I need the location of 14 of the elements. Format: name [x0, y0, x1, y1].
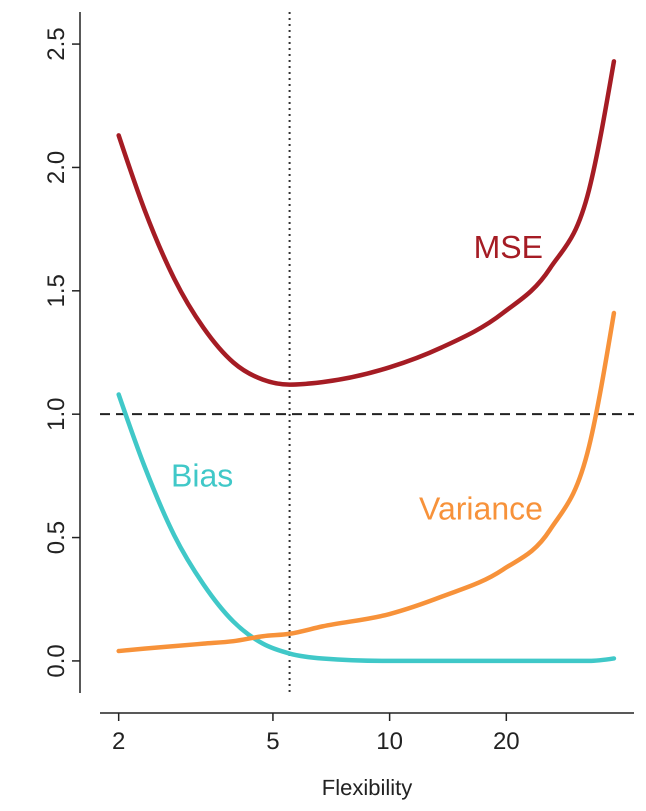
- y-tick-label: 2.0: [43, 150, 70, 184]
- x-axis-title: Flexibility: [322, 775, 412, 800]
- x-tick-label: 10: [376, 728, 403, 755]
- y-tick-label: 2.5: [43, 27, 70, 61]
- series-label: Bias: [171, 457, 234, 494]
- series-label: Variance: [418, 490, 543, 527]
- y-tick-label: 1.0: [43, 397, 70, 431]
- x-tick-label: 20: [492, 728, 520, 755]
- y-tick-label: 0.0: [43, 644, 70, 678]
- x-tick-label: 2: [112, 728, 126, 755]
- x-tick-label: 5: [266, 728, 280, 755]
- y-tick-label: 1.5: [43, 274, 70, 308]
- series-label: MSE: [474, 229, 543, 266]
- y-tick-label: 0.5: [43, 520, 70, 554]
